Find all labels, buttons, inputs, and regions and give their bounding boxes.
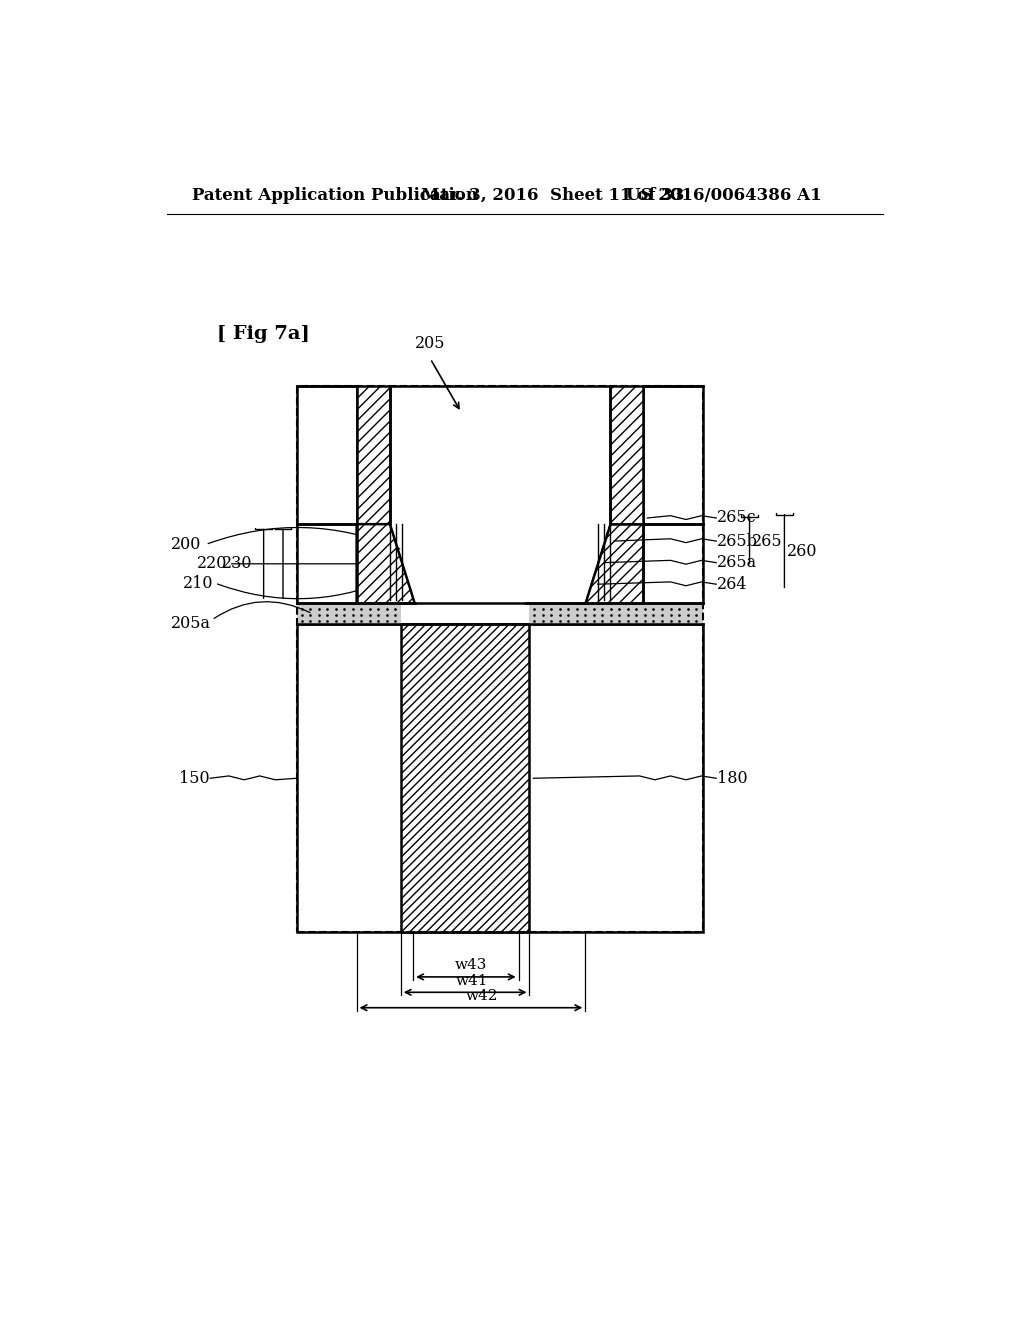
Text: 205: 205: [415, 335, 445, 352]
Text: 260: 260: [786, 543, 817, 560]
Bar: [297, 603, 400, 624]
Text: 265a: 265a: [717, 554, 757, 572]
Text: 265c: 265c: [717, 510, 757, 527]
Text: 200: 200: [171, 536, 202, 553]
Text: w43: w43: [455, 958, 487, 973]
Polygon shape: [356, 385, 390, 524]
Bar: [400, 624, 529, 932]
Text: 265: 265: [752, 532, 782, 549]
Text: US 2016/0064386 A1: US 2016/0064386 A1: [626, 187, 821, 203]
Text: 205a: 205a: [171, 615, 211, 631]
Text: 264: 264: [717, 576, 748, 593]
Text: 265b: 265b: [717, 532, 758, 549]
Text: 180: 180: [717, 770, 748, 787]
Polygon shape: [356, 524, 415, 603]
Bar: [529, 603, 703, 624]
Text: w41: w41: [456, 974, 487, 987]
Bar: [297, 385, 356, 524]
Bar: [643, 385, 703, 524]
Polygon shape: [610, 385, 643, 524]
Polygon shape: [586, 524, 643, 603]
Text: 210: 210: [182, 574, 213, 591]
Text: Patent Application Publication: Patent Application Publication: [191, 187, 477, 203]
Text: 220: 220: [197, 556, 227, 573]
Text: [ Fig 7a]: [ Fig 7a]: [217, 325, 310, 343]
Text: w42: w42: [466, 989, 499, 1003]
Text: 230: 230: [221, 556, 252, 573]
Bar: [297, 624, 703, 932]
Bar: [390, 385, 610, 524]
Text: Mar. 3, 2016  Sheet 11 of 33: Mar. 3, 2016 Sheet 11 of 33: [421, 187, 684, 203]
Bar: [297, 385, 703, 932]
Text: 150: 150: [179, 770, 209, 787]
Bar: [297, 385, 703, 932]
